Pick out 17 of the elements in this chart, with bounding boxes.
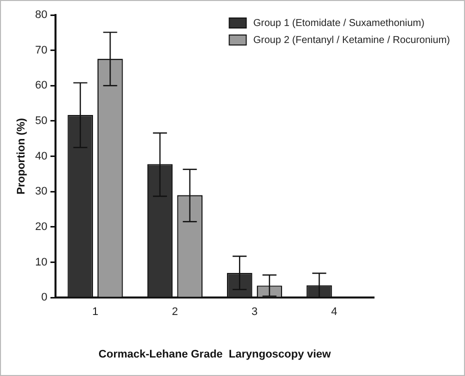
y-tick-label: 10 (35, 256, 48, 268)
x-tick-label: 2 (172, 306, 178, 318)
y-tick-label: 0 (41, 292, 48, 304)
y-tick-label: 80 (35, 9, 48, 22)
x-axis-title: Cormack-Lehane Grade Laryngoscopy view (98, 348, 332, 360)
x-tick-label: 4 (331, 306, 338, 318)
y-tick-label: 20 (35, 220, 48, 233)
y-tick-label: 30 (35, 186, 48, 198)
y-tick-label: 50 (35, 115, 48, 128)
y-tick-label: 40 (35, 150, 48, 162)
y-tick-label: 60 (35, 80, 48, 92)
legend-label: Group 2 (Fentanyl / Ketamine / Rocuronium) (253, 34, 450, 46)
y-axis-title: Proportion (%) (16, 118, 28, 194)
legend-label: Group 1 (Etomidate / Suxamethonium) (253, 18, 424, 29)
x-tick-label: 3 (251, 306, 258, 318)
y-tick-label: 70 (35, 44, 48, 56)
x-tick-label: 1 (92, 306, 98, 318)
